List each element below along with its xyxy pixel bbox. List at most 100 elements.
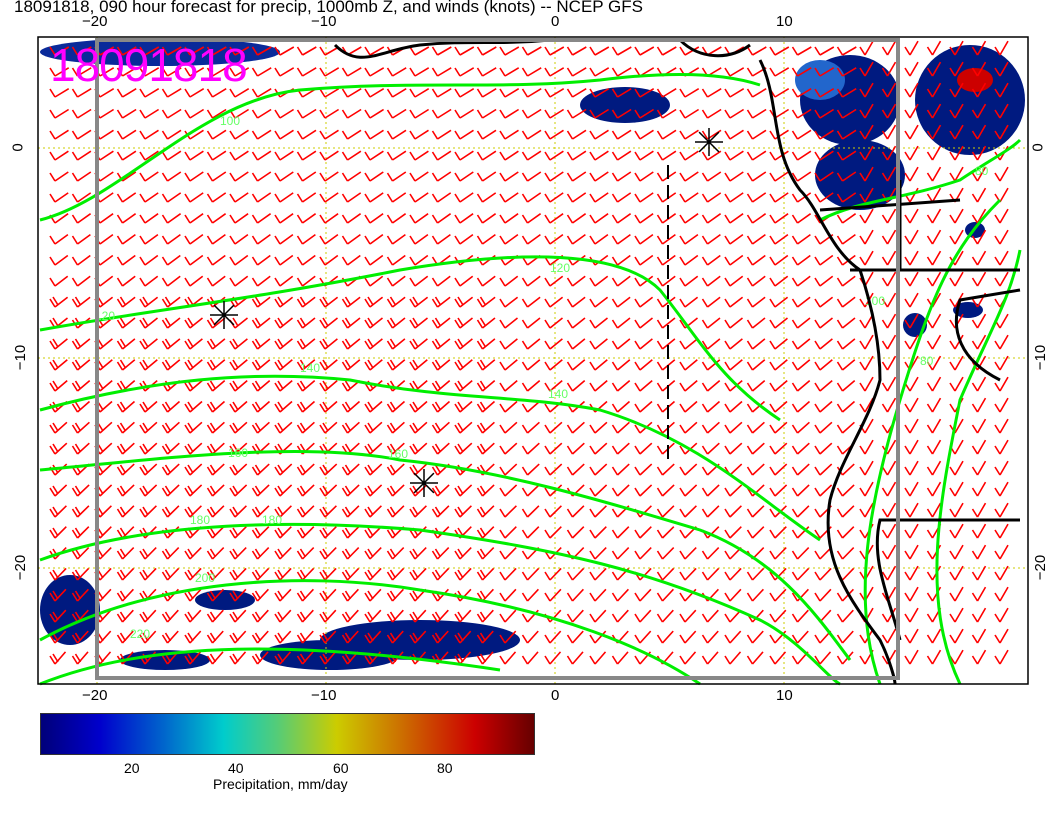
wind-barb <box>634 317 653 329</box>
wind-barb <box>319 192 339 203</box>
bottom-tick: −20 <box>82 687 108 704</box>
wind-barb <box>859 313 874 329</box>
wind-barb <box>71 379 91 392</box>
wind-barb <box>184 233 204 245</box>
wind-barb <box>206 463 225 476</box>
wind-barb <box>116 609 134 623</box>
wind-barb <box>386 150 407 161</box>
wind-barb <box>679 275 699 287</box>
wind-barb <box>49 254 69 266</box>
wind-barb <box>634 463 653 476</box>
wind-barb <box>454 129 474 140</box>
wind-barb <box>791 150 812 161</box>
wind-barb <box>701 254 721 266</box>
wind-barb <box>296 108 317 119</box>
wind-barb <box>566 630 584 644</box>
wind-barb <box>724 484 743 497</box>
contour-line <box>39 522 841 686</box>
wind-barb <box>611 213 632 224</box>
wind-barb <box>611 317 631 329</box>
wind-barb <box>274 630 292 644</box>
wind-barb <box>791 567 810 581</box>
wind-barb <box>364 609 382 623</box>
wind-barb <box>724 129 744 140</box>
wind-barb <box>949 376 964 392</box>
wind-barb <box>611 192 632 203</box>
wind-barb <box>814 338 833 350</box>
wind-barb <box>184 630 202 644</box>
wind-barb <box>724 651 742 665</box>
wind-barb <box>251 359 271 371</box>
wind-barb <box>116 317 136 329</box>
wind-barb <box>701 150 722 161</box>
wind-barb <box>746 567 765 581</box>
wind-barb <box>949 166 964 182</box>
wind-barb <box>116 338 136 350</box>
wind-barb <box>139 421 158 434</box>
wind-barb <box>274 67 295 77</box>
wind-barb <box>791 213 812 224</box>
wind-barb <box>994 103 1009 119</box>
wind-barb <box>746 442 765 455</box>
wind-barb <box>949 271 964 287</box>
wind-barb <box>724 275 744 287</box>
wind-barb <box>971 397 987 413</box>
wind-barb <box>229 67 250 77</box>
wind-barb <box>364 213 384 224</box>
wind-barb <box>656 630 674 644</box>
wind-barb <box>386 463 405 476</box>
wind-barb <box>319 379 338 392</box>
wind-barb <box>971 481 987 497</box>
wind-barb <box>971 313 987 329</box>
wind-barb <box>386 442 405 455</box>
contour-label: 80 <box>920 354 934 368</box>
wind-barb <box>949 40 964 56</box>
wind-barb <box>229 463 248 476</box>
wind-barb <box>251 108 272 119</box>
wind-barb <box>701 547 720 560</box>
wind-barb <box>656 46 677 56</box>
wind-barb <box>49 150 69 161</box>
wind-barb <box>476 192 497 203</box>
wind-barb <box>184 108 205 119</box>
wind-barb <box>364 338 383 350</box>
wind-barb <box>319 484 338 497</box>
wind-barb <box>274 171 294 182</box>
wind-barb <box>454 484 473 497</box>
wind-barb <box>746 400 766 413</box>
wind-barb <box>319 609 337 623</box>
wind-barb <box>589 88 610 98</box>
wind-barb <box>139 108 160 119</box>
wind-barb <box>971 649 987 665</box>
wind-barb <box>454 108 475 119</box>
wind-barb <box>431 213 452 224</box>
wind-barb <box>769 171 789 182</box>
wind-barb <box>116 213 137 224</box>
wind-barb <box>161 317 181 329</box>
wind-barb <box>296 651 314 665</box>
wind-barb <box>589 484 608 497</box>
wind-barb <box>476 484 495 497</box>
wind-barb <box>431 630 449 644</box>
wind-barb <box>791 359 811 371</box>
wind-barb <box>49 46 70 56</box>
wind-barb <box>364 505 382 518</box>
wind-barb <box>566 296 586 308</box>
wind-barb <box>769 317 788 329</box>
wind-barb <box>881 103 897 119</box>
wind-barb <box>116 400 136 413</box>
wind-barb <box>274 400 293 413</box>
wind-barb <box>409 442 428 455</box>
wind-barb <box>341 213 362 224</box>
wind-barb <box>184 213 204 224</box>
wind-barb <box>611 588 629 602</box>
wind-barb <box>229 630 247 644</box>
wind-barb <box>521 526 540 539</box>
wind-barb <box>544 46 565 56</box>
wind-barb <box>296 254 316 266</box>
wind-barb <box>994 607 1009 623</box>
wind-barb <box>364 129 384 140</box>
wind-barb <box>229 400 248 413</box>
wind-barb <box>364 400 383 413</box>
wind-barb <box>746 233 766 245</box>
